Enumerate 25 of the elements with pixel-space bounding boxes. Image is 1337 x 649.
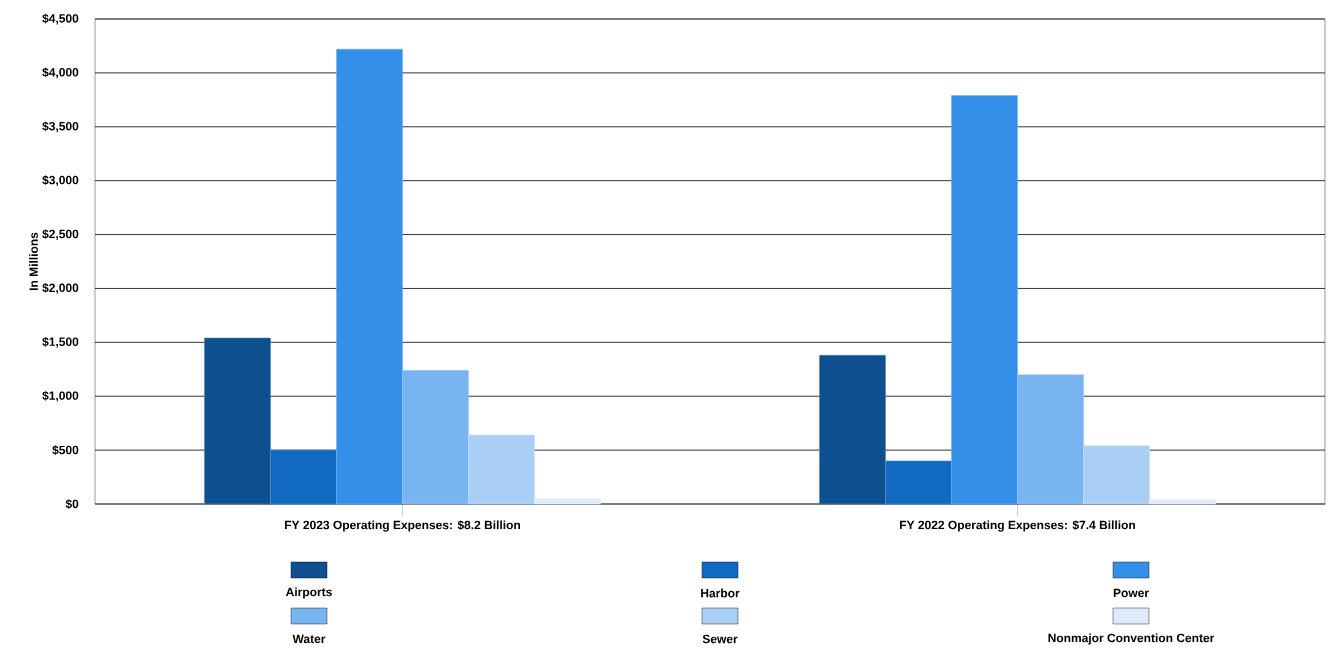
legend-label: Power bbox=[1113, 588, 1149, 598]
y-tick-label: $3,500 bbox=[42, 121, 79, 133]
bar bbox=[270, 449, 337, 505]
y-tick-label: $1,500 bbox=[42, 336, 79, 348]
y-tick-label: $2,000 bbox=[42, 283, 79, 294]
bar bbox=[885, 460, 952, 505]
y-tick-label: $1,000 bbox=[42, 390, 79, 402]
bar bbox=[534, 498, 601, 505]
y-axis-title: In Millions bbox=[29, 232, 38, 291]
x-tick-label: FY 2023 Operating Expenses: $8.2 Billion bbox=[285, 520, 521, 532]
y-tick-label: $0 bbox=[65, 499, 79, 509]
bar bbox=[1149, 499, 1216, 505]
legend-label: Harbor bbox=[701, 588, 740, 598]
y-tick-label: $4,500 bbox=[42, 13, 79, 25]
legend-label: Airports bbox=[285, 587, 332, 599]
y-tick-label: $500 bbox=[52, 445, 79, 456]
y-tick-label: $4,000 bbox=[42, 67, 79, 79]
legend-label: Sewer bbox=[702, 634, 738, 644]
bar bbox=[819, 354, 886, 505]
legend-label: Water bbox=[292, 634, 326, 644]
bar bbox=[204, 337, 271, 505]
legend-label: Nonmajor Convention Center bbox=[1048, 633, 1215, 645]
y-tick-label: $2,500 bbox=[42, 229, 79, 240]
x-tick-label: FY 2022 Operating Expenses: $7.4 Billion bbox=[900, 520, 1136, 532]
y-tick-label: $3,000 bbox=[42, 175, 79, 187]
